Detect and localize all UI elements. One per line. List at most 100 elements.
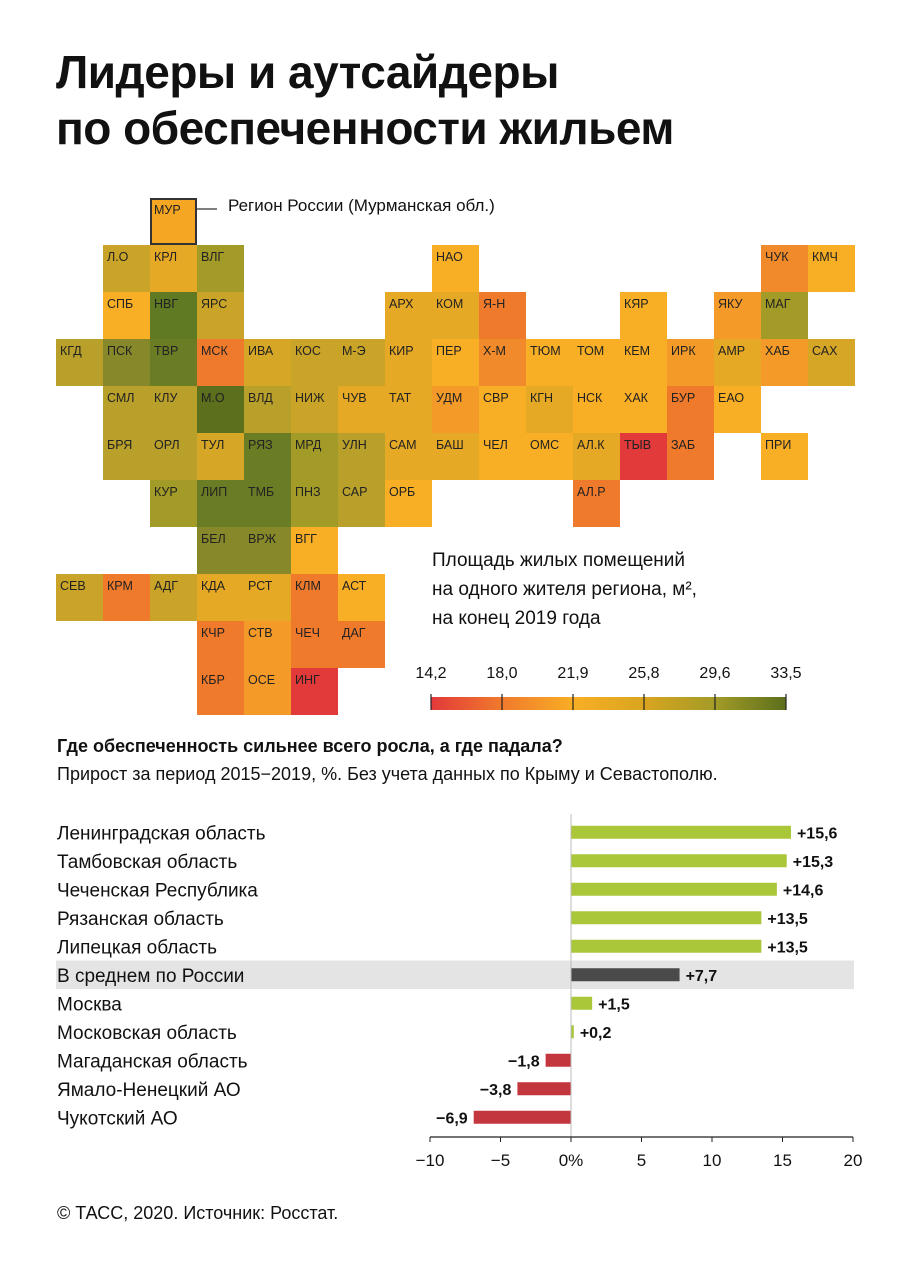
region-code-label: СМЛ	[107, 391, 135, 405]
region-tile: ТОМ	[573, 339, 620, 386]
value-label: −3,8	[480, 1082, 512, 1099]
x-tick-label: −10	[416, 1151, 445, 1170]
region-code-label: КМЧ	[812, 250, 838, 264]
region-tile-fill	[432, 245, 479, 292]
region-tile-fill	[385, 433, 432, 480]
x-tick-label: 20	[844, 1151, 863, 1170]
region-code-label: ОМС	[530, 438, 559, 452]
region-code-label: АСТ	[342, 579, 367, 593]
region-tile-fill	[573, 339, 620, 386]
region-tile-fill	[432, 292, 479, 339]
region-code-label: АДГ	[154, 579, 178, 593]
region-tile-fill	[103, 433, 150, 480]
map-legend-title-line-3: на конец 2019 года	[432, 608, 601, 629]
region-tile-fill	[150, 386, 197, 433]
region-code-label: КЕМ	[624, 344, 650, 358]
region-tile: НАО	[432, 245, 479, 292]
region-tile-fill	[338, 574, 385, 621]
region-tile: БУР	[667, 386, 714, 433]
category-label: Чукотский АО	[57, 1108, 178, 1129]
region-tile: ПНЗ	[291, 480, 338, 527]
map-legend-title-line-2: на одного жителя региона, м²,	[432, 579, 697, 600]
region-tile-fill	[291, 621, 338, 668]
value-label: −6,9	[436, 1110, 468, 1127]
category-label: Тамбовская область	[57, 852, 237, 873]
region-tile: СЕВ	[56, 574, 103, 621]
region-code-label: САМ	[389, 438, 417, 452]
x-tick-label: −5	[491, 1151, 510, 1170]
region-tile: М-Э	[338, 339, 385, 386]
region-code-label: АЛ.Р	[577, 485, 606, 499]
region-tile-fill	[761, 245, 808, 292]
color-scale-bar	[431, 697, 786, 710]
region-code-label: ТУЛ	[201, 438, 224, 452]
region-tile: АЛ.Р	[573, 480, 620, 527]
region-tile-fill	[432, 339, 479, 386]
scale-tick-label: 25,8	[628, 665, 660, 682]
region-code-label: САР	[342, 485, 367, 499]
region-tile: БРЯ	[103, 433, 150, 480]
region-tile-fill	[244, 339, 291, 386]
value-bar	[571, 968, 680, 982]
region-tile: ЯРС	[197, 292, 244, 339]
value-bar	[571, 996, 593, 1010]
region-code-label: МУР	[154, 203, 181, 217]
region-code-label: БРЯ	[107, 438, 132, 452]
region-code-label: УДМ	[436, 391, 462, 405]
category-label: Московская область	[57, 1023, 237, 1044]
region-tile: КЯР	[620, 292, 667, 339]
region-code-label: КЯР	[624, 297, 649, 311]
region-tile: ВРЖ	[244, 527, 291, 574]
region-tile-fill	[761, 433, 808, 480]
region-tile: КУР	[150, 480, 197, 527]
region-code-label: КРЛ	[154, 250, 177, 264]
region-tile: ОМС	[526, 433, 573, 480]
region-tile: СВР	[479, 386, 526, 433]
category-label: Чеченская Республика	[57, 880, 258, 901]
value-label: +14,6	[783, 882, 824, 899]
region-code-label: ПЕР	[436, 344, 462, 358]
value-bar	[571, 825, 791, 839]
region-code-label: РЯЗ	[248, 438, 273, 452]
region-code-label: ИНГ	[295, 673, 320, 687]
region-code-label: ЧУК	[765, 250, 789, 264]
region-code-label: Л.О	[107, 250, 129, 264]
value-bar	[571, 854, 787, 868]
region-tile-fill	[244, 621, 291, 668]
region-code-label: КИР	[389, 344, 414, 358]
region-tile: Х-М	[479, 339, 526, 386]
region-tile-fill	[244, 480, 291, 527]
scale-tick-label: 33,5	[770, 665, 802, 682]
region-tile: АМР	[714, 339, 761, 386]
region-tile-fill	[150, 292, 197, 339]
region-tile: БАШ	[432, 433, 479, 480]
page-title: Лидеры и аутсайдеры по обеспеченности жи…	[56, 44, 674, 156]
region-tile: КГД	[56, 339, 103, 386]
region-tile: МСК	[197, 339, 244, 386]
region-tile: КРЛ	[150, 245, 197, 292]
region-tile: БЕЛ	[197, 527, 244, 574]
x-tick-label: 0%	[559, 1151, 584, 1170]
category-label: Рязанская область	[57, 909, 224, 930]
region-code-label: ЕАО	[718, 391, 744, 405]
map-legend-title: Площадь жилых помещений на одного жителя…	[432, 546, 697, 633]
region-code-label: ТМБ	[248, 485, 274, 499]
tile-map: МУР Л.О КРЛ ВЛГ НАО ЧУК КМЧ СПБ НВГ ЯРС АРХ КОМ Я-Н К…	[56, 198, 855, 715]
region-tile: ТАТ	[385, 386, 432, 433]
scale-tick-label: 29,6	[699, 665, 731, 682]
region-code-label: ХАК	[624, 391, 649, 405]
region-tile: КБР	[197, 668, 244, 715]
region-tile: НСК	[573, 386, 620, 433]
region-code-label: КДА	[201, 579, 226, 593]
region-tile: САХ	[808, 339, 855, 386]
scale-tick-label: 21,9	[557, 665, 589, 682]
region-tile: ЯКУ	[714, 292, 761, 339]
category-label: Магаданская область	[57, 1051, 248, 1072]
region-tile-fill	[197, 339, 244, 386]
region-tile-fill	[150, 339, 197, 386]
region-tile-fill	[573, 386, 620, 433]
region-tile: НВГ	[150, 292, 197, 339]
region-code-label: СВР	[483, 391, 509, 405]
region-tile-fill	[103, 574, 150, 621]
region-tile: САМ	[385, 433, 432, 480]
